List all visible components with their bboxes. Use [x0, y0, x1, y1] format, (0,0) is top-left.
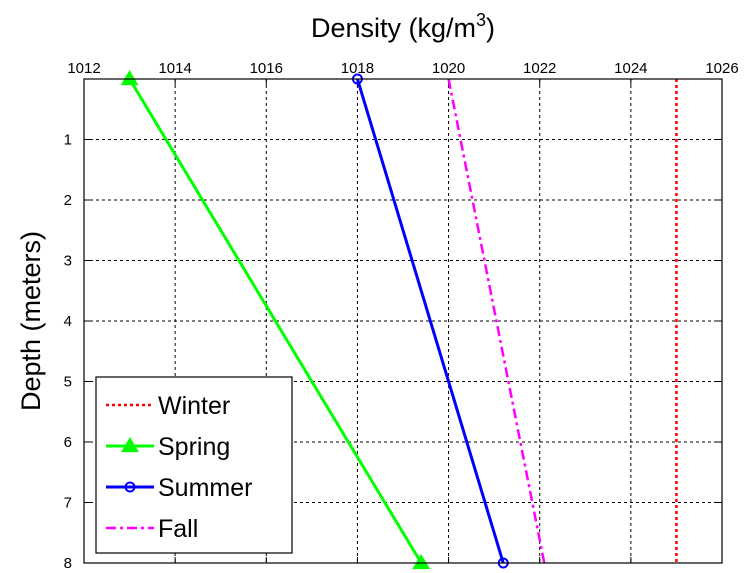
x-tick-label: 1026: [705, 60, 738, 77]
series-fall: [447, 78, 546, 564]
x-tick-label: 1018: [341, 60, 374, 77]
data-point-spring: [412, 554, 431, 570]
x-tick-label: 1012: [67, 60, 100, 77]
y-tick-label: 7: [64, 495, 72, 512]
y-tick-label: 2: [64, 192, 72, 209]
axis-ticks: 1012 1014 1016 1018 1020 1022 1024 1026 1 2 3 4 5 6 7 8: [64, 60, 739, 572]
data-series: [120, 70, 678, 570]
x-tick-label: 1022: [523, 60, 556, 77]
legend-marker-summer: [124, 481, 136, 493]
y-tick-label: 4: [64, 313, 72, 330]
series-line-fall: [447, 78, 546, 564]
series-spring: [120, 70, 431, 570]
y-axis-title: Depth (meters): [16, 231, 46, 411]
legend-label-summer: Summer: [158, 474, 252, 502]
grid: [84, 79, 722, 563]
series-line-summer: [355, 78, 505, 564]
x-axis-title: Density (kg/m3): [311, 10, 495, 43]
data-point-spring: [120, 70, 139, 86]
plot-frame: [83, 78, 723, 564]
series-line-spring: [128, 78, 423, 564]
x-tick-label: 1014: [158, 60, 191, 77]
y-tick-label: 8: [64, 555, 72, 572]
legend: Winter Spring Summer Fall: [95, 376, 293, 554]
y-tick-label: 3: [64, 253, 72, 270]
x-tick-label: 1020: [432, 60, 465, 77]
legend-marker-spring: [121, 437, 139, 453]
x-tick-label: 1016: [250, 60, 283, 77]
y-tick-label: 5: [64, 374, 72, 391]
x-tick-label: 1024: [614, 60, 647, 77]
x-axis-title-suffix: ): [486, 13, 495, 43]
legend-label-spring: Spring: [158, 433, 230, 461]
x-axis-title-superscript: 3: [476, 10, 486, 30]
legend-label-winter: Winter: [158, 392, 230, 420]
legend-label-fall: Fall: [158, 515, 198, 543]
x-axis-title-main: Density (kg/m: [311, 13, 476, 43]
y-tick-label: 1: [64, 132, 72, 149]
legend-box: [95, 376, 293, 554]
y-tick-label: 6: [64, 434, 72, 451]
